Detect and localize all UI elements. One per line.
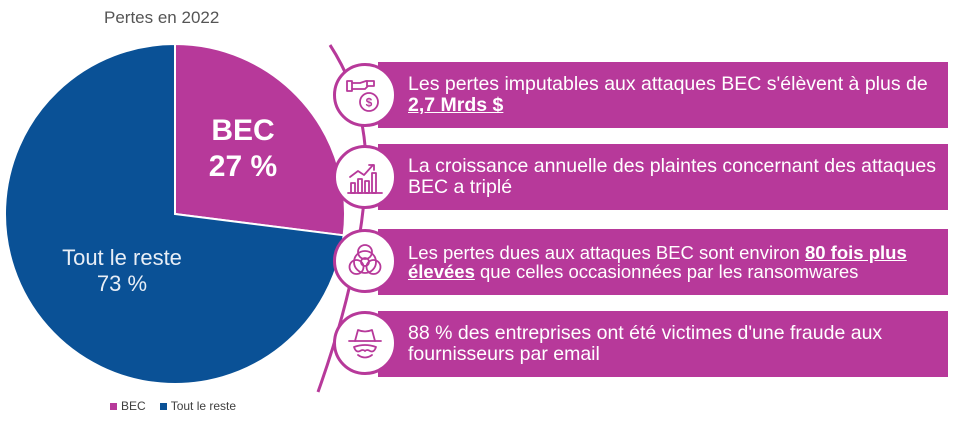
growth-chart-icon [333,145,397,209]
svg-text:$: $ [366,96,373,110]
fact-banner-2: La croissance annuelle des plaintes conc… [378,144,948,210]
fact-highlight-3: 80 fois plus élevées [408,242,907,282]
biohazard-icon [333,229,397,293]
fact-banner-1: Les pertes imputables aux attaques BEC s… [378,62,948,128]
rest-slice-label: Tout le reste [62,245,182,270]
legend-item-rest: Tout le reste [159,399,237,413]
fact-text-1: Les pertes imputables aux attaques BEC s… [408,73,928,116]
legend-label-bec: BEC [121,399,146,413]
legend-item-bec: BEC [110,399,146,413]
legend-label-rest: Tout le reste [170,399,237,413]
legend-swatch-rest [159,402,167,410]
fact-banner-3: Les pertes dues aux attaques BEC sont en… [378,229,948,295]
fact-text-2: La croissance annuelle des plaintes conc… [408,155,936,198]
spy-hat-icon [333,311,397,375]
chart-title: Pertes en 2022 [104,8,220,27]
fact-text-3: Les pertes dues aux attaques BEC sont en… [408,242,907,282]
chart-legend: BEC Tout le reste [110,399,236,413]
fact-highlight-1: 2,7 Mrds $ [408,94,504,116]
pie-slice-rest [4,42,345,385]
legend-swatch-bec [110,402,117,410]
fact-text-4: 88 % des entreprises ont été victimes d'… [408,322,883,365]
money-hand-icon: $ [333,63,397,127]
bec-slice-label: BEC [211,114,274,147]
bec-slice-value-label: 27 % [209,150,277,183]
rest-slice-value-label: 73 % [97,271,147,296]
fact-banner-4: 88 % des entreprises ont été victimes d'… [378,311,948,377]
